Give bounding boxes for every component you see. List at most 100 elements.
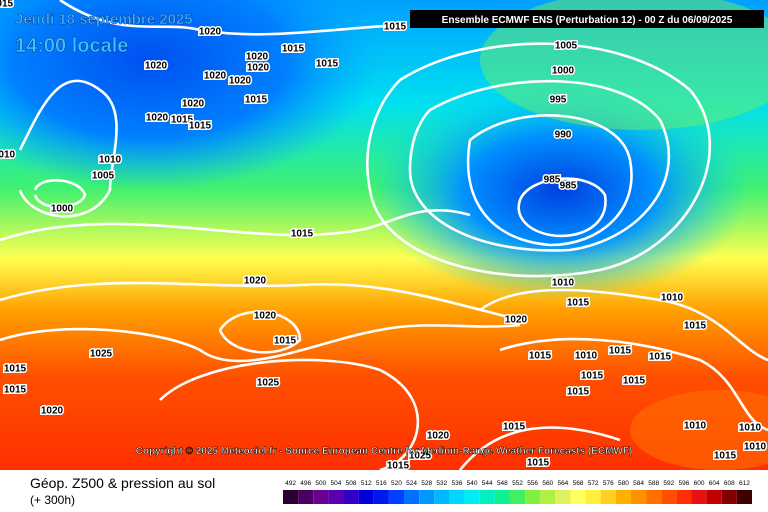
colorbar-label: 612 <box>739 480 750 487</box>
colorbar-cell <box>555 490 571 504</box>
isobar-label: 1015 <box>274 336 297 347</box>
isobar-label: 1020 <box>145 61 168 72</box>
colorbar-cell <box>570 490 586 504</box>
colorbar-cell <box>283 490 299 504</box>
colorbar-label: 536 <box>452 480 463 487</box>
colorbar-cell <box>540 490 556 504</box>
colorbar-cell <box>298 490 314 504</box>
isobar-label: 1010 <box>739 423 762 434</box>
isobar-label: 1015 <box>529 351 552 362</box>
colorbar-cell <box>343 490 359 504</box>
isobar-label: 1010 <box>0 150 16 161</box>
isobar-label: 1025 <box>257 378 280 389</box>
isobar-label: 1000 <box>51 204 74 215</box>
colorbar-cell <box>525 490 541 504</box>
colorbar-cell <box>706 490 722 504</box>
colorbar-cell <box>313 490 329 504</box>
colorbar-label: 588 <box>648 480 659 487</box>
isobar-label: 1000 <box>552 66 575 77</box>
colorbar-label: 516 <box>376 480 387 487</box>
isobar-label: 1015 <box>0 0 14 10</box>
isobar-label: 995 <box>550 95 567 106</box>
colorbar-cell <box>615 490 631 504</box>
colorbar-label: 528 <box>421 480 432 487</box>
colorbar-label: 496 <box>300 480 311 487</box>
isobar-label: 1025 <box>90 349 113 360</box>
colorbar-label: 548 <box>497 480 508 487</box>
isobar-label: 1010 <box>684 421 707 432</box>
colorbar-cell <box>373 490 389 504</box>
colorbar-cell <box>721 490 737 504</box>
colorbar-label: 540 <box>467 480 478 487</box>
isobars <box>0 0 768 470</box>
colorbar-cell <box>449 490 465 504</box>
isobar-label: 1020 <box>199 27 222 38</box>
isobar-label: 1015 <box>4 385 27 396</box>
isobar-label: 1015 <box>609 346 632 357</box>
isobar-label: 1015 <box>649 352 672 363</box>
isobar-label: 1015 <box>4 364 27 375</box>
colorbar-cell <box>388 490 405 504</box>
colorbar-cell <box>494 490 510 504</box>
isobar-label: 1015 <box>503 422 526 433</box>
colorbar-cell <box>358 490 374 504</box>
colorbar-cell <box>404 490 420 504</box>
footer-subtitle: (+ 300h) <box>30 493 75 507</box>
colorbar-label: 560 <box>542 480 553 487</box>
colorbar-label: 552 <box>512 480 523 487</box>
run-info: Ensemble ECMWF ENS (Perturbation 12) - 0… <box>442 15 733 26</box>
colorbar-label: 544 <box>482 480 493 487</box>
colorbar-label: 520 <box>391 480 402 487</box>
colorbar-label: 500 <box>315 480 326 487</box>
isobar-label: 1015 <box>291 229 314 240</box>
colorbar-label: 504 <box>331 480 342 487</box>
isobar-label: 1005 <box>555 41 578 52</box>
colorbar-label: 600 <box>694 480 705 487</box>
colorbar-label: 596 <box>678 480 689 487</box>
isobar-label: 985 <box>544 175 561 186</box>
colorbar-label: 568 <box>573 480 584 487</box>
colorbar-label: 508 <box>346 480 357 487</box>
colorbar-cell <box>646 490 662 504</box>
isobar-label: 1015 <box>316 59 339 70</box>
z500-patch <box>630 390 768 470</box>
isobar-label: 1010 <box>661 293 684 304</box>
colorbar-cell <box>736 490 752 504</box>
colorbar-label: 564 <box>557 480 568 487</box>
isobar-label: 1015 <box>171 115 194 126</box>
colorbar-label: 492 <box>285 480 296 487</box>
colorbar-cell <box>691 490 707 504</box>
isobar-label: 1010 <box>99 155 122 166</box>
footer-title: Géop. Z500 & pression au sol <box>30 475 215 491</box>
colorbar-label: 592 <box>663 480 674 487</box>
isobar-label: 1010 <box>552 278 575 289</box>
isobar-label: 1010 <box>575 351 598 362</box>
colorbar-cell <box>509 490 526 504</box>
z500-low-west <box>0 0 380 190</box>
colorbar-label: 580 <box>618 480 629 487</box>
isobar-label: 1015 <box>527 458 550 469</box>
valid-day: Jeudi 18 septembre 2025 <box>15 11 193 28</box>
isobar-label: 1020 <box>41 406 64 417</box>
colorbar-cell <box>600 490 616 504</box>
isobar-label: 1015 <box>567 298 590 309</box>
isobar-label: 1015 <box>387 461 410 472</box>
isobar-label: 1015 <box>282 44 305 55</box>
isobar-label: 1015 <box>714 451 737 462</box>
colorbar-cell <box>676 490 692 504</box>
copyright: Copyright © 2025 Meteociel.fr - Source E… <box>136 446 633 457</box>
isobar-labels: 1015102010151015102010151020102010201020… <box>0 0 768 473</box>
isobar-label: 1020 <box>146 113 169 124</box>
isobar-label: 1010 <box>744 442 767 453</box>
isobar-label: 1015 <box>567 387 590 398</box>
colorbar-label: 572 <box>588 480 599 487</box>
colorbar-label: 532 <box>436 480 447 487</box>
colorbar-label: 584 <box>633 480 644 487</box>
colorbar-label: 576 <box>603 480 614 487</box>
isobar-label: 1020 <box>244 276 267 287</box>
isobar-label: 1020 <box>182 99 205 110</box>
isobar-label: 1015 <box>189 121 212 132</box>
isobar-label: 1020 <box>229 76 252 87</box>
colorbar-cell <box>661 490 677 504</box>
